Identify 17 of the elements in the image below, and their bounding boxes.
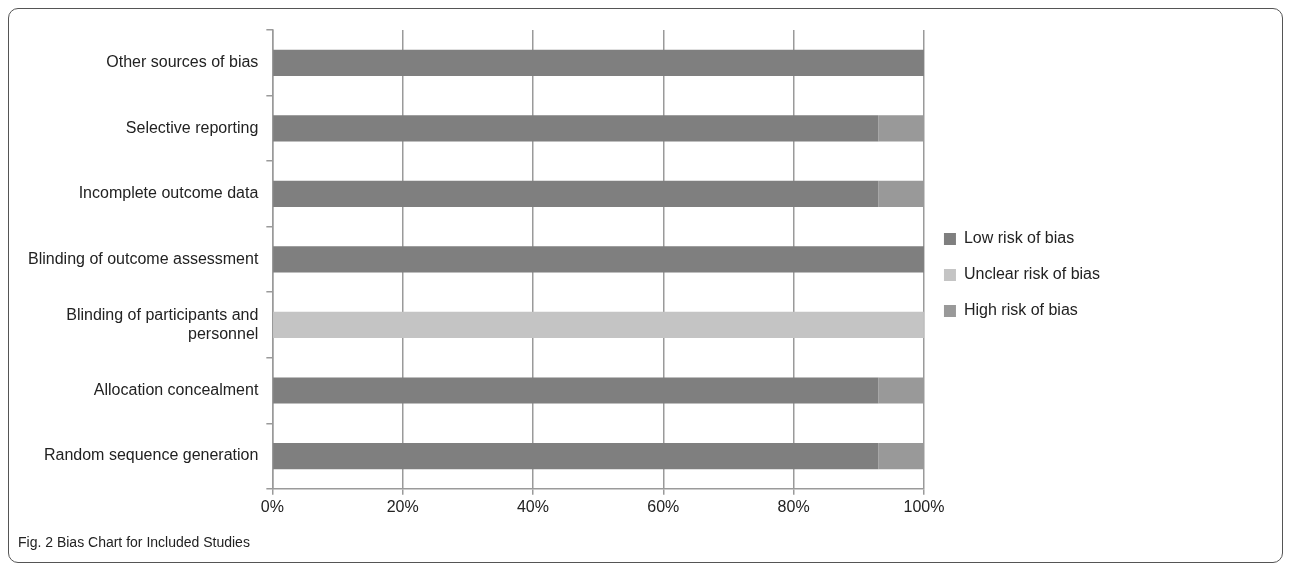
y-tick-label: Other sources of bias: [106, 53, 259, 71]
x-tick-label: 100%: [903, 497, 945, 515]
y-tick-label: Random sequence generation: [43, 446, 259, 464]
y-tick-label: Incomplete outcome data: [78, 184, 259, 202]
legend-label: Low risk of bias: [963, 229, 1075, 247]
x-tick-label: 20%: [386, 497, 419, 515]
y-tick-label: Blinding of participants and personnel: [66, 305, 259, 342]
x-tick-label: 80%: [777, 497, 810, 515]
x-tick-label: 60%: [647, 497, 680, 515]
legend-label: Unclear risk of bias: [963, 265, 1100, 283]
x-tick-label: 0%: [260, 497, 284, 515]
caption: Fig. 2 Bias Chart for Included Studies: [18, 534, 250, 550]
x-tick-label: 40%: [516, 497, 549, 515]
y-tick-label: Allocation concealment: [93, 380, 259, 398]
y-tick-label: Selective reporting: [125, 118, 259, 136]
legend-label: High risk of bias: [963, 301, 1078, 319]
y-tick-label: Blinding of outcome assessment: [28, 249, 259, 267]
